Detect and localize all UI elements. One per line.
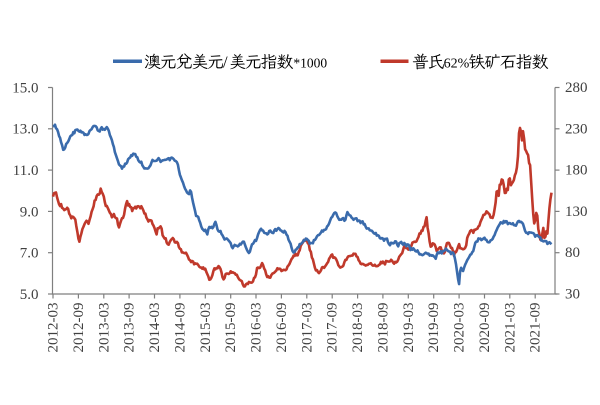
svg-text:7.0: 7.0 (20, 246, 39, 262)
svg-text:2021-03: 2021-03 (502, 303, 518, 353)
svg-text:230: 230 (565, 121, 588, 137)
svg-text:13.0: 13.0 (12, 122, 38, 138)
svg-text:2018-09: 2018-09 (375, 303, 391, 353)
svg-text:*1000: *1000 (293, 55, 327, 70)
svg-text:2019-09: 2019-09 (426, 303, 442, 353)
svg-text:2012-09: 2012-09 (71, 303, 87, 353)
svg-text:2016-03: 2016-03 (249, 303, 265, 353)
svg-text:2018-03: 2018-03 (350, 303, 366, 353)
svg-text:2012-03: 2012-03 (46, 303, 62, 353)
svg-text:/: / (223, 52, 228, 71)
svg-text:2014-03: 2014-03 (147, 303, 163, 353)
svg-text:30: 30 (565, 287, 580, 303)
svg-text:2015-09: 2015-09 (223, 303, 239, 353)
svg-text:2020-09: 2020-09 (477, 303, 493, 353)
svg-text:9.0: 9.0 (20, 204, 39, 220)
svg-text:2016-09: 2016-09 (274, 303, 290, 353)
svg-text:2015-03: 2015-03 (198, 303, 214, 353)
svg-text:2021-09: 2021-09 (528, 303, 544, 353)
svg-text:180: 180 (565, 163, 588, 179)
svg-text:2017-03: 2017-03 (299, 303, 315, 353)
svg-text:15.0: 15.0 (12, 80, 38, 96)
svg-text:5.0: 5.0 (20, 287, 39, 303)
svg-text:2013-03: 2013-03 (96, 303, 112, 353)
svg-text:130: 130 (565, 204, 588, 220)
svg-text:2013-09: 2013-09 (122, 303, 138, 353)
svg-text:2020-03: 2020-03 (452, 303, 468, 353)
svg-text:280: 280 (565, 80, 588, 96)
svg-text:2014-09: 2014-09 (172, 303, 188, 353)
svg-text:2017-09: 2017-09 (325, 303, 341, 353)
svg-text:2019-03: 2019-03 (401, 303, 417, 353)
svg-text:80: 80 (565, 245, 580, 261)
svg-text:62%: 62% (444, 56, 470, 71)
svg-text:11.0: 11.0 (13, 163, 39, 179)
